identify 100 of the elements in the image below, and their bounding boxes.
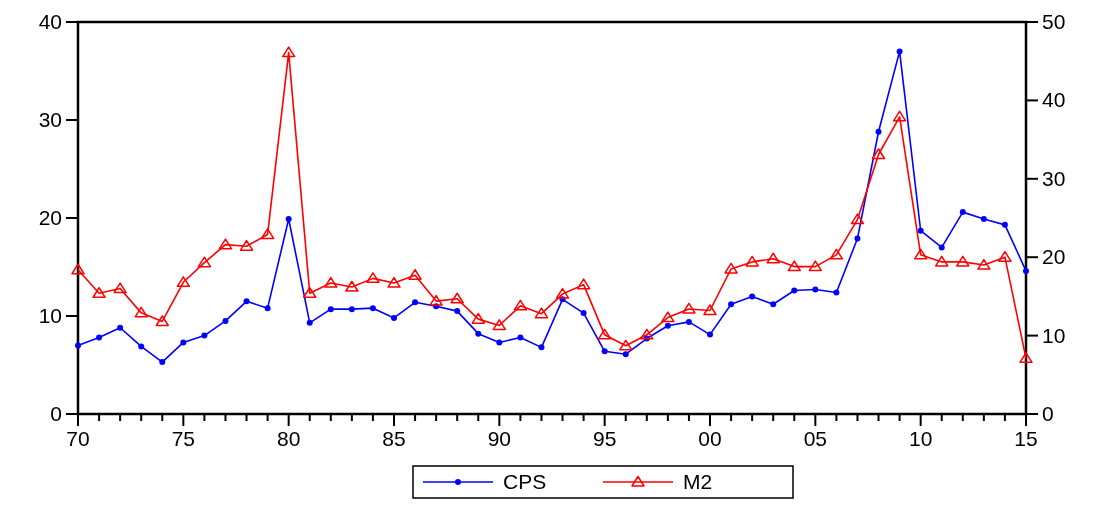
y2-tick-label: 40 — [1042, 88, 1066, 112]
point — [871, 148, 886, 160]
point — [534, 307, 549, 319]
x-tick-label: 05 — [803, 427, 828, 450]
point — [791, 287, 798, 294]
point — [808, 260, 823, 272]
point — [850, 213, 865, 225]
point — [770, 301, 777, 308]
point — [913, 248, 928, 260]
point — [180, 339, 187, 346]
y2-tick-label: 30 — [1042, 166, 1066, 190]
y2-tick-label: 10 — [1042, 323, 1066, 347]
legend-label: M2 — [683, 470, 713, 493]
point — [829, 248, 844, 260]
point — [117, 324, 124, 331]
point — [454, 308, 461, 315]
point — [264, 305, 271, 312]
point — [387, 276, 401, 288]
point — [408, 268, 422, 280]
point — [685, 318, 692, 325]
x-tick-label: 90 — [487, 427, 512, 450]
point — [576, 278, 591, 290]
point — [917, 227, 924, 234]
point — [134, 306, 148, 318]
point — [812, 286, 819, 293]
point — [345, 280, 359, 292]
point — [622, 351, 629, 358]
point — [260, 228, 275, 240]
y-tick-label: 0 — [50, 402, 62, 425]
point — [934, 255, 949, 267]
point — [391, 314, 397, 321]
point — [555, 287, 570, 299]
point — [222, 317, 229, 324]
point — [938, 244, 945, 251]
point — [302, 287, 317, 299]
point — [159, 359, 166, 366]
point — [201, 332, 208, 339]
point — [324, 276, 338, 288]
point — [892, 110, 907, 122]
point — [724, 262, 738, 274]
point — [327, 306, 334, 313]
point — [92, 287, 106, 299]
point — [243, 298, 250, 305]
point — [597, 328, 612, 340]
point — [366, 272, 380, 284]
point — [977, 258, 991, 270]
point — [285, 215, 292, 222]
point — [155, 315, 170, 327]
point — [745, 255, 759, 267]
point — [661, 311, 675, 323]
y-tick-label: 10 — [38, 304, 62, 327]
point — [664, 322, 671, 329]
x-tick-label: 00 — [698, 427, 722, 450]
point — [176, 276, 191, 288]
point — [412, 299, 419, 306]
y2-tick-label: 0 — [1042, 402, 1054, 425]
point — [1001, 221, 1008, 228]
y-tick-label: 40 — [38, 10, 62, 33]
point — [580, 310, 587, 317]
point — [601, 348, 608, 355]
x-tick-label: 70 — [66, 427, 90, 450]
point — [496, 339, 503, 346]
point — [682, 302, 696, 314]
point — [239, 239, 254, 251]
y-tick-label: 30 — [38, 108, 62, 131]
point — [96, 334, 103, 341]
point — [513, 299, 528, 311]
point — [113, 282, 127, 294]
point — [429, 294, 443, 306]
y-tick-label: 20 — [38, 206, 62, 229]
point — [75, 342, 81, 349]
x-tick-label: 85 — [382, 427, 406, 450]
x-tick-label: 80 — [276, 427, 301, 450]
point — [492, 319, 507, 331]
point — [980, 215, 987, 222]
point — [538, 344, 545, 351]
point — [766, 252, 780, 264]
point — [956, 255, 970, 267]
point — [787, 260, 802, 272]
point — [450, 292, 464, 304]
x-tick-label: 75 — [171, 427, 196, 450]
point — [998, 250, 1012, 262]
x-tick-label: 95 — [592, 427, 617, 450]
point — [71, 263, 85, 275]
x-tick-label: 15 — [1014, 427, 1038, 450]
point — [306, 319, 313, 326]
y2-tick-label: 20 — [1042, 245, 1066, 269]
legend-label: CPS — [503, 470, 547, 493]
y2-tick-label: 50 — [1042, 10, 1066, 33]
point — [833, 289, 840, 296]
point — [707, 331, 713, 338]
point — [348, 306, 355, 313]
point — [959, 209, 966, 216]
point — [1019, 352, 1033, 364]
point — [875, 128, 882, 135]
point — [640, 328, 654, 340]
point — [854, 235, 861, 242]
point — [1023, 267, 1029, 274]
point — [749, 293, 756, 300]
point — [369, 305, 376, 312]
